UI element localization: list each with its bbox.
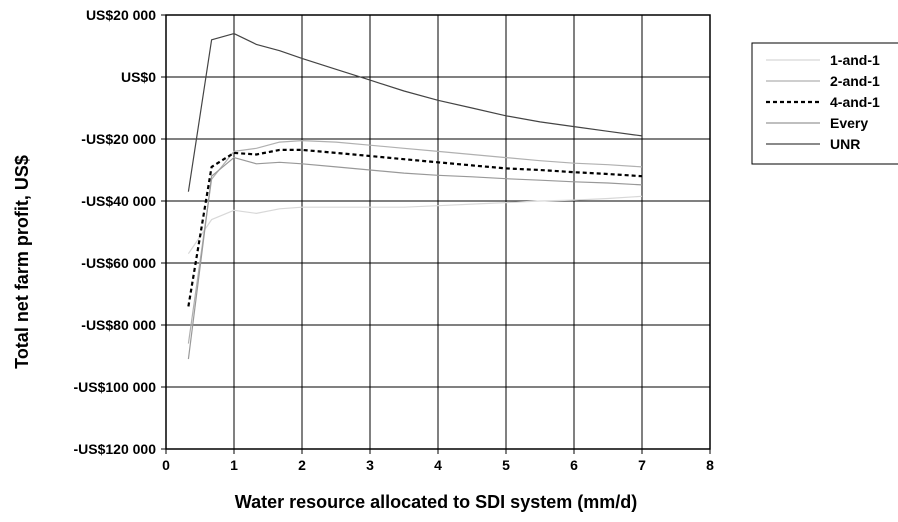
legend-label: 1-and-1 (830, 52, 880, 68)
legend-label: 4-and-1 (830, 94, 880, 110)
legend-label: UNR (830, 136, 860, 152)
x-tick-label: 3 (366, 457, 374, 473)
x-axis-title: Water resource allocated to SDI system (… (235, 492, 637, 512)
x-tick-label: 1 (230, 457, 238, 473)
y-tick-label: US$20 000 (86, 7, 156, 23)
x-tick-label: 0 (162, 457, 170, 473)
y-tick-label: -US$40 000 (81, 193, 156, 209)
series-line-4-and-1 (187, 148, 643, 307)
y-tick-label: -US$80 000 (81, 317, 156, 333)
y-tick-label: -US$100 000 (73, 379, 156, 395)
plot-lines (187, 32, 643, 360)
x-tick-label: 6 (570, 457, 578, 473)
y-tick-label: -US$120 000 (73, 441, 156, 457)
x-tick-label: 5 (502, 457, 510, 473)
series-line-2-and-1 (187, 140, 643, 344)
legend-label: Every (830, 115, 868, 131)
legend: 1-and-1 2-and-1 4-and-1 Every UNR (751, 42, 898, 165)
grid (165, 14, 711, 450)
series-line-every (187, 157, 643, 360)
x-tick-label: 7 (638, 457, 646, 473)
x-tick-label: 2 (298, 457, 306, 473)
series-line-1-and-1 (187, 195, 643, 255)
axes: US$20 000 US$0 -US$20 000 -US$40 000 -US$60 … (73, 7, 714, 473)
legend-label: 2-and-1 (830, 73, 880, 89)
plot-frame (165, 14, 711, 450)
y-tick-label: -US$60 000 (81, 255, 156, 271)
y-axis-title: Total net farm profit, US$ (12, 155, 32, 369)
series-line-unr (187, 32, 643, 192)
y-tick-label: US$0 (121, 69, 156, 85)
y-tick-label: -US$20 000 (81, 131, 156, 147)
x-tick-label: 8 (706, 457, 714, 473)
x-tick-label: 4 (434, 457, 442, 473)
